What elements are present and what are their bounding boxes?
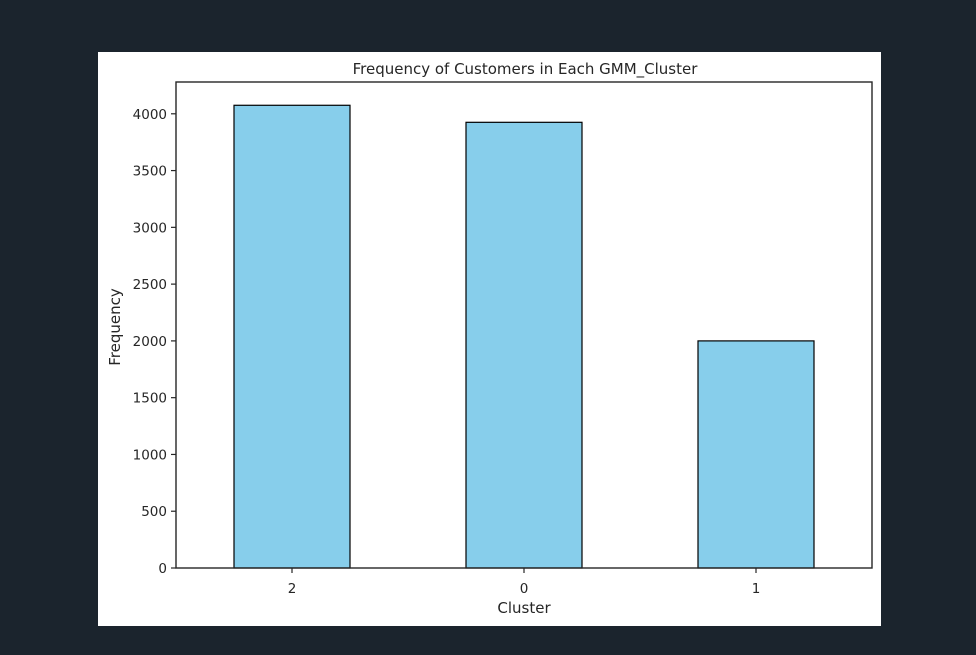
bar-cluster-1 (697, 340, 815, 569)
chart-title: Frequency of Customers in Each GMM_Clust… (353, 60, 699, 79)
y-tick-label: 4000 (133, 107, 167, 123)
x-tick-label: 2 (288, 581, 297, 597)
y-tick-label: 500 (141, 504, 167, 520)
y-tick-label: 0 (158, 561, 167, 577)
y-tick-label: 3000 (133, 220, 167, 236)
y-axis-label: Frequency (106, 288, 124, 366)
x-axis-ticks: 2 0 1 (288, 568, 761, 597)
y-tick-label: 1500 (133, 391, 167, 407)
y-tick-label: 3500 (133, 164, 167, 180)
x-tick-label: 0 (520, 581, 529, 597)
bar-cluster-0 (465, 121, 583, 569)
bar-cluster-2 (233, 104, 351, 569)
y-tick-label: 2000 (133, 334, 167, 350)
y-axis-ticks: 0 500 1000 1500 2000 2500 3000 3500 4000 (133, 107, 176, 577)
y-tick-label: 2500 (133, 277, 167, 293)
plot-frame (175, 81, 873, 569)
x-axis-label: Cluster (497, 599, 551, 617)
x-tick-label: 1 (752, 581, 761, 597)
bars (233, 104, 815, 569)
y-tick-label: 1000 (133, 447, 167, 463)
